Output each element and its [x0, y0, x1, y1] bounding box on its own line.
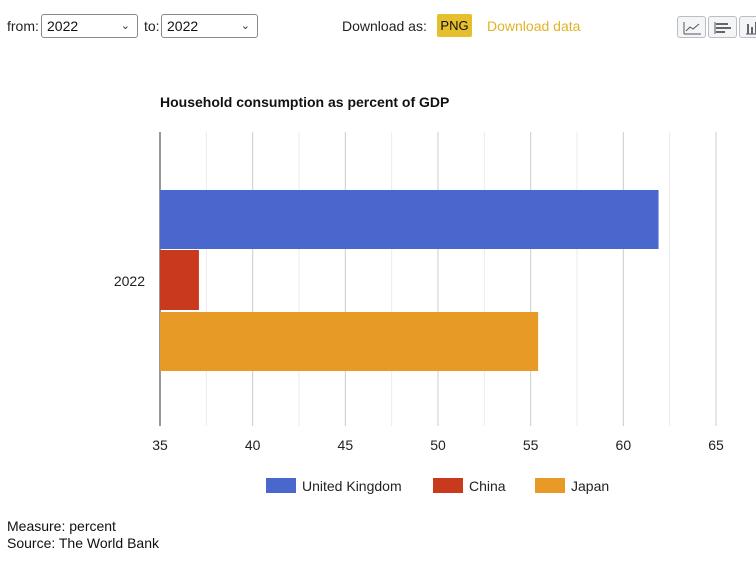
bar-chart-icon	[714, 22, 731, 34]
bar-chart-view-button[interactable]	[708, 16, 737, 38]
png-download-button[interactable]: PNG	[437, 14, 472, 37]
chevron-down-icon: ⌄	[240, 20, 250, 32]
toolbar: from: 2022 ⌄ to: 2022 ⌄ Download as: PNG…	[0, 14, 756, 40]
legend-label-united-kingdom: United Kingdom	[302, 478, 402, 494]
from-year-select[interactable]: 2022 ⌄	[41, 14, 138, 38]
legend-label-japan: Japan	[571, 478, 609, 494]
x-tick-label: 40	[245, 437, 261, 453]
to-year-value: 2022	[167, 18, 199, 34]
download-as-label: Download as:	[342, 18, 427, 34]
bar-china	[160, 250, 199, 310]
line-chart-view-button[interactable]	[677, 16, 706, 38]
measure-note: Measure: percent	[7, 518, 116, 534]
x-tick-label: 35	[152, 437, 168, 453]
x-tick-label: 60	[616, 437, 632, 453]
x-tick-label: 50	[430, 437, 446, 453]
legend-swatch-united-kingdom	[266, 478, 296, 493]
to-label: to:	[144, 18, 160, 34]
legend-label-china: China	[469, 478, 506, 494]
x-tick-label: 55	[523, 437, 539, 453]
line-chart-icon	[683, 22, 701, 35]
from-year-value: 2022	[47, 18, 79, 34]
to-year-select[interactable]: 2022 ⌄	[161, 14, 258, 38]
chart-footer: Measure: percent Source: The World Bank	[7, 518, 159, 552]
legend-swatch-japan	[535, 478, 565, 493]
x-tick-label: 45	[338, 437, 354, 453]
bar-japan	[160, 312, 539, 371]
x-tick-label: 65	[708, 437, 724, 453]
chevron-down-icon: ⌄	[120, 20, 130, 32]
y-tick-label: 2022	[114, 273, 145, 289]
download-data-link[interactable]: Download data	[487, 18, 581, 34]
legend-swatch-china	[433, 478, 463, 493]
source-note: Source: The World Bank	[7, 535, 160, 551]
bar-united-kingdom	[160, 190, 659, 249]
from-label: from:	[7, 18, 39, 34]
chart-title: Household consumption as percent of GDP	[160, 94, 449, 110]
bar-chart: Household consumption as percent of GDP 2…	[114, 94, 724, 494]
